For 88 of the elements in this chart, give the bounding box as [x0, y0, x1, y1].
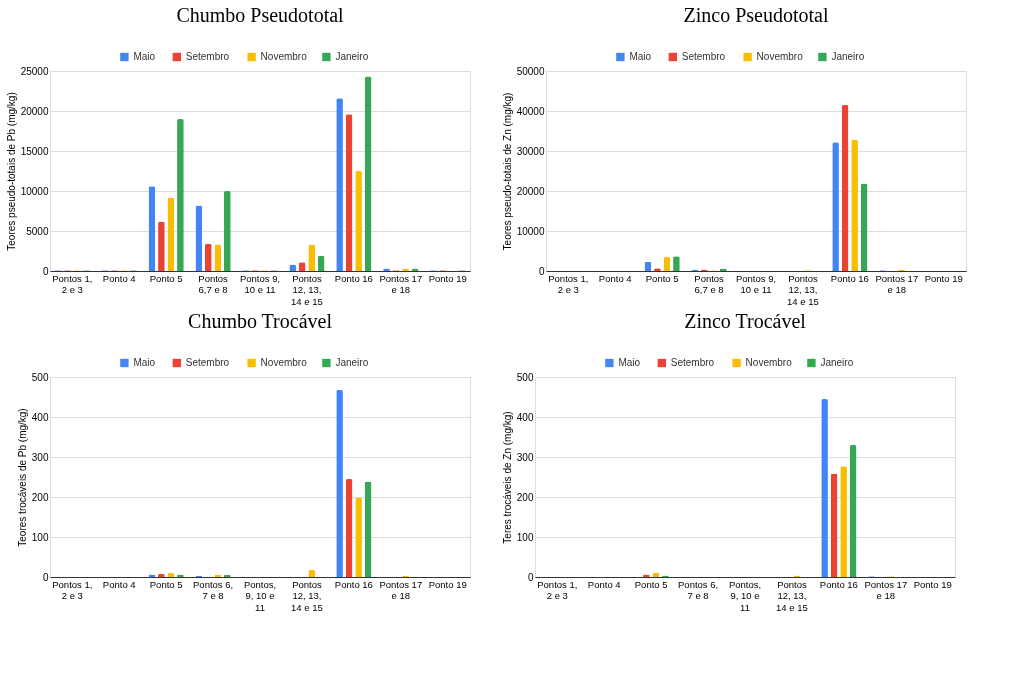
legend-label: Janeiro [335, 357, 369, 368]
y-axis-title: Teores pseudo-totais de Zn (mg/kg) [501, 92, 513, 251]
y-tick-label: 15000 [20, 145, 49, 157]
x-tick-label: Ponto 5 [634, 578, 668, 590]
bar [364, 76, 372, 271]
legend-label: Maio [133, 51, 156, 62]
chart-title: Zinco Pseudototal [683, 4, 829, 26]
y-tick-label: 100 [516, 531, 534, 543]
y-tick-label: 20000 [20, 105, 49, 117]
legend-label: Novembro [756, 51, 804, 62]
bar [345, 114, 353, 271]
y-tick-label: 0 [42, 571, 49, 583]
x-tick-label: Pontos 9, 10 e 11 [735, 272, 777, 295]
x-tick-label: Pontos 6,7 e 8 [198, 272, 229, 295]
bar [849, 445, 857, 577]
x-tick-label: Pontos 17 e 18 [864, 578, 908, 601]
y-tick-label: 10000 [516, 225, 545, 237]
x-tick-label: Ponto 5 [149, 272, 183, 284]
legend-label: Maio [133, 357, 156, 368]
x-tick-label: Pontos, 9, 10 e 11 [243, 578, 277, 613]
legend-label: Janeiro [831, 51, 865, 62]
x-tick-label: Pontos 17 e 18 [379, 272, 423, 295]
chart-title: Zinco Trocável [684, 310, 807, 332]
chart-title: Chumbo Trocável [188, 310, 333, 332]
y-tick-label: 40000 [516, 105, 545, 117]
y-tick-label: 50000 [516, 65, 545, 77]
x-tick-label: Ponto 4 [102, 578, 136, 590]
x-tick-label: Ponto 16 [819, 578, 858, 590]
legend-label: Maio [629, 51, 652, 62]
legend-label: Novembro [260, 357, 308, 368]
y-tick-label: 25000 [20, 65, 49, 77]
x-tick-label: Pontos 12, 13, 14 e 15 [291, 578, 323, 613]
x-tick-label: Ponto 4 [102, 272, 136, 284]
x-tick-label: Ponto 16 [334, 272, 373, 284]
x-tick-label: Ponto 19 [924, 272, 963, 284]
x-tick-label: Ponto 5 [149, 578, 183, 590]
y-axis-title: Teores trocáveis de Pb (mg/kg) [16, 408, 28, 547]
legend-label: Novembro [745, 357, 793, 368]
x-tick-label: Pontos 1, 2 e 3 [548, 272, 589, 295]
y-tick-label: 0 [527, 571, 534, 583]
legend-label: Janeiro [335, 51, 369, 62]
y-tick-label: 200 [31, 491, 49, 503]
legend-label: Setembro [670, 357, 715, 368]
y-tick-label: 30000 [516, 145, 545, 157]
y-tick-label: 200 [516, 491, 534, 503]
x-tick-label: Pontos 1, 2 e 3 [52, 272, 93, 295]
y-tick-label: 400 [31, 411, 49, 423]
y-tick-label: 10000 [20, 185, 49, 197]
y-tick-label: 20000 [516, 185, 545, 197]
y-tick-label: 400 [516, 411, 534, 423]
legend-label: Novembro [260, 51, 308, 62]
x-tick-label: Pontos 6, 7 e 8 [678, 578, 719, 601]
x-tick-label: Pontos 1, 2 e 3 [52, 578, 93, 601]
chart-title: Chumbo Pseudototal [176, 4, 345, 26]
x-tick-label: Pontos, 9, 10 e 11 [728, 578, 762, 613]
x-tick-label: Pontos 9, 10 e 11 [239, 272, 281, 295]
x-tick-label: Pontos 17 e 18 [875, 272, 919, 295]
legend-label: Setembro [681, 51, 726, 62]
bar [841, 105, 849, 271]
y-tick-label: 300 [516, 451, 534, 463]
x-tick-label: Ponto 16 [830, 272, 869, 284]
x-tick-label: Pontos 17 e 18 [379, 578, 423, 601]
x-tick-label: Pontos 12, 13, 14 e 15 [787, 272, 819, 307]
x-tick-label: Pontos 1, 2 e 3 [537, 578, 578, 601]
y-tick-label: 0 [538, 265, 545, 277]
x-tick-label: Ponto 19 [428, 578, 467, 590]
x-tick-label: Ponto 16 [334, 578, 373, 590]
legend-label: Janeiro [820, 357, 854, 368]
x-tick-label: Pontos 6, 7 e 8 [193, 578, 234, 601]
x-tick-label: Ponto 5 [645, 272, 679, 284]
legend-label: Setembro [185, 357, 230, 368]
x-tick-label: Ponto 19 [913, 578, 952, 590]
x-tick-label: Pontos 12, 13, 14 e 15 [776, 578, 808, 613]
y-tick-label: 0 [42, 265, 49, 277]
y-tick-label: 300 [31, 451, 49, 463]
y-axis-title: Teores pseudo-totais de Pb (mg/kg) [5, 92, 17, 251]
legend-label: Setembro [185, 51, 230, 62]
y-tick-label: 500 [31, 371, 49, 383]
x-tick-label: Pontos 6,7 e 8 [694, 272, 725, 295]
y-tick-label: 500 [516, 371, 534, 383]
y-tick-label: 5000 [26, 225, 49, 237]
x-tick-label: Pontos 12, 13, 14 e 15 [291, 272, 323, 307]
y-tick-label: 100 [31, 531, 49, 543]
y-axis-title: Teres trocáveis de Zn (mg/kg) [501, 411, 513, 544]
legend-label: Maio [618, 357, 641, 368]
x-tick-label: Ponto 4 [598, 272, 632, 284]
x-tick-label: Ponto 19 [428, 272, 467, 284]
x-tick-label: Ponto 4 [587, 578, 621, 590]
